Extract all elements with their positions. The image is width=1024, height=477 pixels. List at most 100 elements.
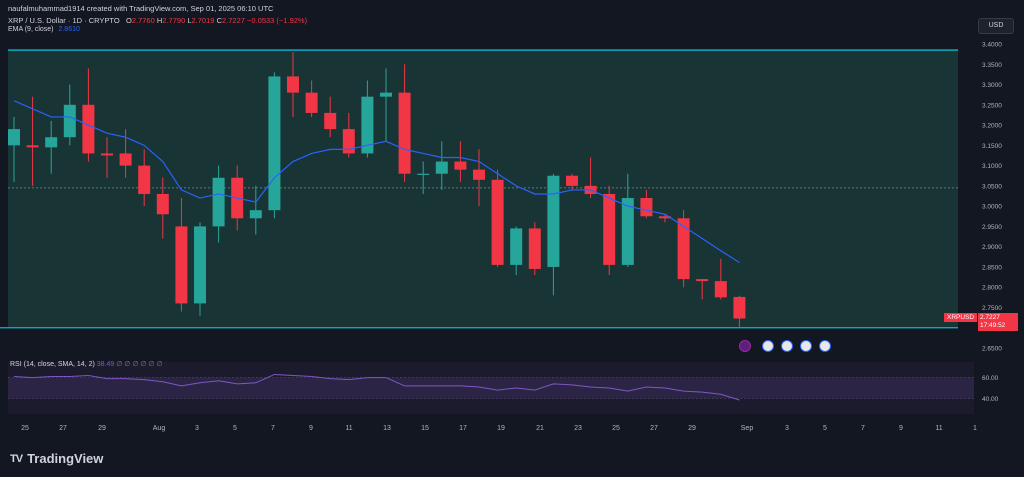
rsi-legend: RSI (14, close, SMA, 14, 2) 38.49 ∅ ∅ ∅ … [10,360,163,368]
brand-name: TradingView [27,451,104,466]
us-flag-icon[interactable] [800,340,812,352]
last-price: 2.7227 [980,314,1000,321]
candle-body [45,137,58,148]
candle-body [212,177,225,227]
candle-body [119,153,132,166]
x-tick-label: 15 [421,425,429,432]
candle-body [547,175,560,267]
candle-body [249,210,262,219]
rsi-level-label: 40.00 [982,396,999,403]
x-tick-label: 23 [574,425,582,432]
y-tick-label: 2.8500 [982,264,1002,271]
symbol-price-tag: XRPUSD [944,313,978,322]
x-tick-label: 19 [497,425,505,432]
rsi-label: RSI (14, close, SMA, 14, 2) [10,361,95,368]
x-tick-label: 5 [233,425,237,432]
y-tick-label: 2.7500 [982,305,1002,312]
author-line: naufalmuhammad1914 created with TradingV… [8,4,274,13]
candle-body [156,193,169,215]
candle-body [491,179,504,265]
us-flag-icon[interactable] [762,340,774,352]
close-label: C [216,16,222,25]
y-tick-label: 3.2500 [982,102,1002,109]
candle-body [380,92,392,97]
candle-body [26,145,39,148]
candle-body [324,112,337,130]
high-value: 2.7790 [162,16,186,25]
candle-body [361,96,374,154]
candle-body [659,216,671,219]
x-tick-label: 7 [861,425,865,432]
candle-body [287,76,299,93]
rsi-placeholders: ∅ ∅ ∅ ∅ ∅ ∅ [116,361,163,368]
x-tick-label: 27 [59,425,67,432]
y-tick-label: 3.1500 [982,143,1002,150]
us-flag-icon[interactable] [819,340,831,352]
candle-body [175,226,188,304]
x-tick-label: Sep [741,425,754,432]
candle-body [714,281,727,298]
y-tick-label: 3.3000 [982,82,1002,89]
x-tick-label: 9 [899,425,903,432]
rsi-value: 38.49 [96,361,115,368]
candle-body [640,198,653,217]
x-tick-label: 29 [98,425,106,432]
high-label: H [156,16,163,25]
ema-line [13,100,740,263]
y-tick-label: 2.8000 [982,285,1002,292]
y-tick-label: 3.1000 [982,163,1002,170]
candle-body [305,92,318,113]
candle-body [8,129,20,146]
x-tick-label: 11 [345,425,352,432]
x-tick-label: 29 [688,425,696,432]
candle-body [473,169,485,180]
change-value: −0.0533 (−1.92%) [247,16,308,25]
ohlc-legend: XRP / U.S. Dollar · 1D · CRYPTO O2.7760 … [8,16,307,25]
low-value: 2.7019 [191,16,215,25]
x-tick-label: 25 [612,425,620,432]
x-tick-label: 3 [195,425,199,432]
x-tick-label: 21 [536,425,544,432]
ema-value: 2.8610 [58,26,80,33]
candle-body [194,226,206,304]
x-tick-label: 5 [823,425,827,432]
candle-body [82,104,95,154]
candle-body [566,175,578,186]
rsi-line [13,373,740,401]
candle-body [454,161,467,170]
candle-body [63,104,76,138]
y-tick-label: 2.9500 [982,224,1002,231]
y-tick-label: 3.3500 [982,62,1002,69]
candle-body [733,296,746,319]
last-price-tag: 2.7227 17:49:52 [978,313,1018,331]
bar-countdown: 17:49:52 [980,322,1006,329]
x-tick-label: 11 [935,425,942,432]
candle-body [621,198,634,265]
price-chart[interactable]: 3.4000 3.3500 3.3000 3.2500 3.2000 3.1500 3.10… [0,40,1024,440]
currency-button[interactable]: USD [978,18,1014,34]
x-tick-label: 17 [459,425,467,432]
candle-body [603,193,616,265]
y-tick-label: 3.4000 [982,42,1002,49]
x-tick-label: 27 [650,425,658,432]
candle-body [398,92,411,174]
y-tick-label: 2.6500 [982,346,1002,353]
ema-legend: EMA (9, close) 2.8610 [8,26,80,33]
range-box [8,50,958,328]
x-tick-label: 13 [383,425,391,432]
x-tick-label: Aug [153,425,166,432]
open-label: O [125,16,132,25]
x-tick-label: 3 [785,425,789,432]
x-tick-label: 1 [973,425,977,432]
x-tick-label: 25 [21,425,29,432]
candle-body [342,129,355,154]
rsi-level-label: 60.00 [982,375,999,382]
y-tick-label: 3.0000 [982,204,1002,211]
low-label: L [187,16,192,25]
y-tick-label: 3.0500 [982,183,1002,190]
candle-body [696,279,709,282]
candle-body [510,228,523,265]
us-flag-icon[interactable] [781,340,793,352]
candle-body [677,218,690,280]
event-marker-icon[interactable] [739,340,751,352]
